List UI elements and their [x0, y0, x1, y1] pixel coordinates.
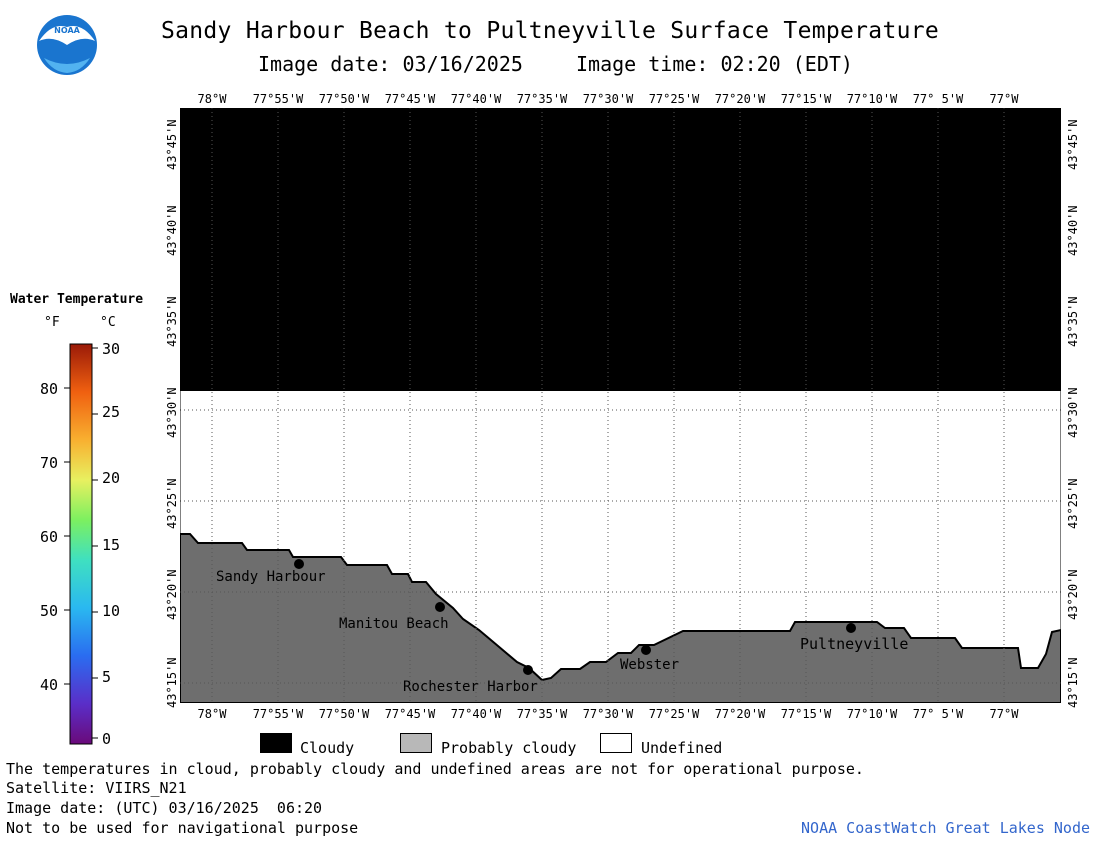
temperature-map — [180, 108, 1061, 703]
place-label-sandy-harbour: Sandy Harbour — [216, 569, 326, 585]
undefined-swatch — [600, 733, 632, 753]
lon-label: 77°25'W — [648, 707, 700, 721]
land-area — [180, 533, 1061, 703]
lat-label: 43°30'N — [165, 387, 179, 438]
lon-label: 77° 5'W — [912, 707, 964, 721]
lon-label: 77°40'W — [450, 707, 502, 721]
credit-link[interactable]: NOAA CoastWatch Great Lakes Node — [801, 819, 1090, 837]
lon-label: 77°20'W — [714, 92, 766, 106]
tick-f-70: 70 — [39, 454, 58, 472]
disclaimer-note: The temperatures in cloud, probably clou… — [6, 760, 864, 778]
place-label-webster: Webster — [620, 657, 680, 673]
lat-label: 43°30'N — [1066, 387, 1080, 438]
lon-label: 77° 5'W — [912, 92, 964, 106]
lat-label: 43°45'N — [165, 119, 179, 170]
unit-fahrenheit: °F — [44, 315, 60, 330]
lat-label: 43°35'N — [165, 296, 179, 347]
lat-label: 43°15'N — [1066, 657, 1080, 708]
lat-label: 43°25'N — [1066, 478, 1080, 529]
image-date: Image date: 03/16/2025 — [258, 52, 523, 76]
lat-label: 43°20'N — [1066, 569, 1080, 620]
lon-label: 77°30'W — [582, 92, 634, 106]
undefined-label: Undefined — [641, 739, 723, 757]
place-label-rochester-harbor: Rochester Harbor — [403, 679, 538, 695]
legend-title: Water Temperature — [10, 292, 144, 307]
logo-text: NOAA — [54, 26, 80, 35]
tick-c-10: 10 — [102, 602, 121, 620]
lon-label: 77°50'W — [318, 92, 370, 106]
probably-cloudy-swatch — [400, 733, 432, 753]
lon-label: 77°25'W — [648, 92, 700, 106]
cloudy-area — [180, 108, 1061, 391]
lon-label: 77°10'W — [846, 707, 898, 721]
probably-cloudy-label: Probably cloudy — [441, 739, 577, 757]
lon-label: 77°W — [989, 707, 1019, 721]
temperature-color-scale — [64, 343, 98, 745]
lat-label: 43°40'N — [1066, 205, 1080, 256]
lon-label: 77°30'W — [582, 707, 634, 721]
lon-label: 78°W — [197, 707, 227, 721]
lon-label: 77°35'W — [516, 92, 568, 106]
image-time: Image time: 02:20 (EDT) — [576, 52, 853, 76]
lon-label: 77°55'W — [252, 92, 304, 106]
place-label-pultneyville: Pultneyville — [800, 635, 909, 653]
tick-f-80: 80 — [39, 380, 58, 398]
lon-label: 77°W — [989, 92, 1019, 106]
marker-pultneyville — [846, 623, 856, 633]
lon-label: 77°45'W — [384, 92, 436, 106]
tick-c-5: 5 — [102, 668, 112, 686]
tick-c-25: 25 — [102, 403, 121, 421]
satellite-info: Satellite: VIIRS_N21 — [6, 779, 187, 797]
lon-label: 78°W — [197, 92, 227, 106]
grid-lines — [180, 108, 1061, 703]
marker-webster — [641, 645, 651, 655]
lon-label: 77°10'W — [846, 92, 898, 106]
cloudy-label: Cloudy — [300, 739, 355, 757]
tick-f-60: 60 — [39, 528, 58, 546]
tick-c-0: 0 — [102, 730, 112, 748]
lon-label: 77°15'W — [780, 92, 832, 106]
lon-label: 77°15'W — [780, 707, 832, 721]
unit-celsius: °C — [100, 315, 116, 330]
lat-label: 43°20'N — [165, 569, 179, 620]
tick-f-50: 50 — [39, 602, 58, 620]
navigation-warning: Not to be used for navigational purpose — [6, 819, 359, 837]
noaa-logo: NOAA — [37, 15, 97, 75]
utc-date: Image date: (UTC) 03/16/2025 06:20 — [6, 799, 323, 817]
place-markers — [294, 559, 856, 675]
lat-label: 43°35'N — [1066, 296, 1080, 347]
lon-label: 77°35'W — [516, 707, 568, 721]
lat-label: 43°25'N — [165, 478, 179, 529]
tick-f-40: 40 — [39, 676, 58, 694]
marker-manitou-beach — [435, 602, 445, 612]
lon-label: 77°40'W — [450, 92, 502, 106]
place-label-manitou-beach: Manitou Beach — [339, 616, 449, 632]
lon-label: 77°20'W — [714, 707, 766, 721]
page-title: Sandy Harbour Beach to Pultneyville Surf… — [160, 18, 940, 44]
marker-rochester-harbor — [523, 665, 533, 675]
tick-c-30: 30 — [102, 340, 121, 358]
cloudy-swatch — [260, 733, 292, 753]
lat-label: 43°15'N — [165, 657, 179, 708]
tick-c-15: 15 — [102, 536, 121, 554]
marker-sandy-harbour — [294, 559, 304, 569]
tick-c-20: 20 — [102, 469, 121, 487]
lat-label: 43°45'N — [1066, 119, 1080, 170]
lat-label: 43°40'N — [165, 205, 179, 256]
lon-label: 77°50'W — [318, 707, 370, 721]
lon-label: 77°55'W — [252, 707, 304, 721]
lon-label: 77°45'W — [384, 707, 436, 721]
